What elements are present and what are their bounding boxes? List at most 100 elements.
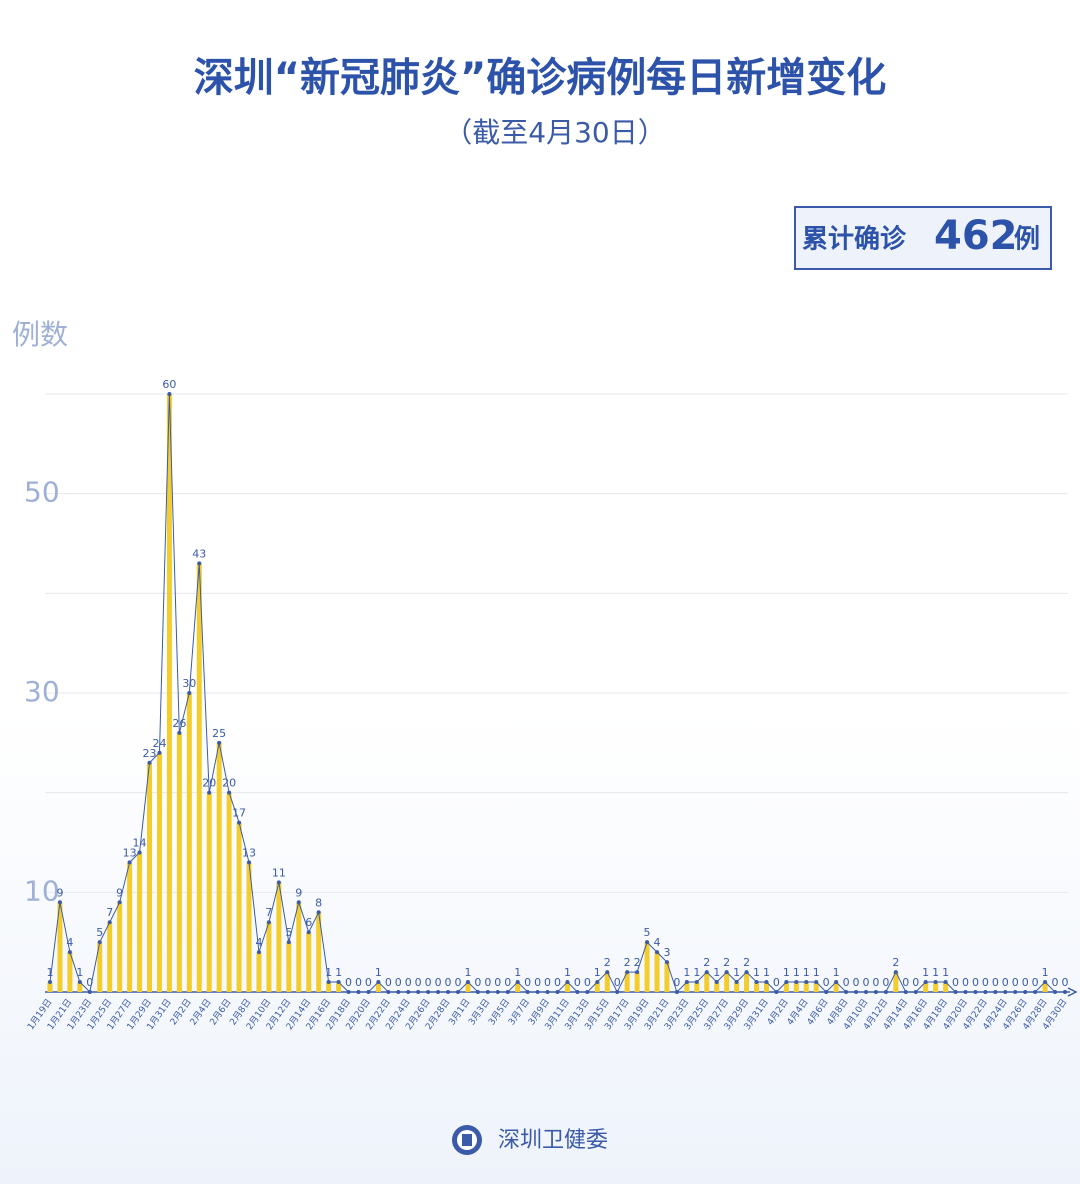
bar xyxy=(734,982,740,992)
point xyxy=(535,990,540,994)
point xyxy=(963,990,968,994)
data-label: 1 xyxy=(464,966,471,979)
point xyxy=(485,990,490,994)
bar xyxy=(97,942,103,992)
data-label: 2 xyxy=(892,956,899,969)
point xyxy=(744,970,749,975)
point xyxy=(575,990,580,994)
data-label: 1 xyxy=(325,966,332,979)
data-label: 2 xyxy=(624,956,631,969)
data-label: 43 xyxy=(192,547,206,560)
point xyxy=(1053,990,1058,994)
point xyxy=(903,990,908,994)
bar xyxy=(564,982,570,992)
point xyxy=(545,990,550,994)
point xyxy=(107,920,112,925)
point xyxy=(943,980,948,985)
point xyxy=(883,990,888,994)
point xyxy=(814,980,819,985)
data-label: 0 xyxy=(345,976,352,989)
point xyxy=(794,980,799,985)
point xyxy=(266,920,271,925)
bar xyxy=(923,982,929,992)
bar xyxy=(744,972,750,992)
point xyxy=(1033,990,1038,994)
data-label: 1 xyxy=(375,966,382,979)
bar xyxy=(226,792,232,992)
data-label: 0 xyxy=(952,976,959,989)
data-label: 0 xyxy=(673,976,680,989)
data-label: 0 xyxy=(992,976,999,989)
bar xyxy=(147,762,153,992)
point xyxy=(316,910,321,915)
point xyxy=(664,960,669,965)
point xyxy=(406,990,411,994)
bar xyxy=(783,982,789,992)
data-label: 0 xyxy=(574,976,581,989)
point xyxy=(346,990,351,994)
data-label: 0 xyxy=(355,976,362,989)
data-label: 0 xyxy=(445,976,452,989)
bar xyxy=(803,982,809,992)
data-label: 0 xyxy=(982,976,989,989)
point xyxy=(784,980,789,985)
data-label: 0 xyxy=(1062,976,1069,989)
bar xyxy=(644,942,650,992)
data-label: 13 xyxy=(123,846,137,859)
data-label: 9 xyxy=(116,886,123,899)
point xyxy=(1023,990,1028,994)
data-label: 0 xyxy=(773,976,780,989)
data-label: 0 xyxy=(425,976,432,989)
bar xyxy=(604,972,610,992)
data-label: 1 xyxy=(514,966,521,979)
point xyxy=(177,730,182,735)
source: 深圳卫健委 xyxy=(498,1128,608,1153)
bar xyxy=(316,912,322,992)
point xyxy=(515,980,520,985)
data-label: 0 xyxy=(614,976,621,989)
point xyxy=(525,990,530,994)
data-label: 1 xyxy=(813,966,820,979)
bar xyxy=(236,822,242,992)
point xyxy=(1063,990,1067,994)
data-label: 20 xyxy=(202,777,216,790)
point xyxy=(48,980,52,985)
data-label: 1 xyxy=(335,966,342,979)
data-label: 20 xyxy=(222,777,236,790)
point xyxy=(605,970,610,975)
data-label: 9 xyxy=(56,886,63,899)
data-label: 0 xyxy=(843,976,850,989)
point xyxy=(416,990,421,994)
data-label: 30 xyxy=(182,677,196,690)
total-value: 462 xyxy=(934,213,1018,259)
point xyxy=(774,990,779,994)
point xyxy=(137,850,142,855)
bar xyxy=(704,972,710,992)
point xyxy=(97,940,102,945)
point xyxy=(704,970,709,975)
point xyxy=(933,980,938,985)
bar xyxy=(933,982,939,992)
bar xyxy=(943,982,949,992)
data-label: 0 xyxy=(1052,976,1059,989)
bar xyxy=(77,982,83,992)
data-label: 2 xyxy=(723,956,730,969)
bar xyxy=(326,982,332,992)
data-label: 4 xyxy=(66,936,73,949)
data-label: 0 xyxy=(544,976,551,989)
chart-subtitle: （截至4月30日） xyxy=(444,116,665,149)
point xyxy=(386,990,391,994)
point xyxy=(396,990,401,994)
bar xyxy=(47,982,53,992)
bar xyxy=(306,932,312,992)
point xyxy=(585,990,590,994)
bar xyxy=(624,972,630,992)
data-label: 1 xyxy=(932,966,939,979)
point xyxy=(834,980,839,985)
point xyxy=(276,880,281,885)
data-label: 2 xyxy=(634,956,641,969)
data-label: 7 xyxy=(265,906,272,919)
bar xyxy=(684,982,690,992)
data-label: 8 xyxy=(315,896,322,909)
